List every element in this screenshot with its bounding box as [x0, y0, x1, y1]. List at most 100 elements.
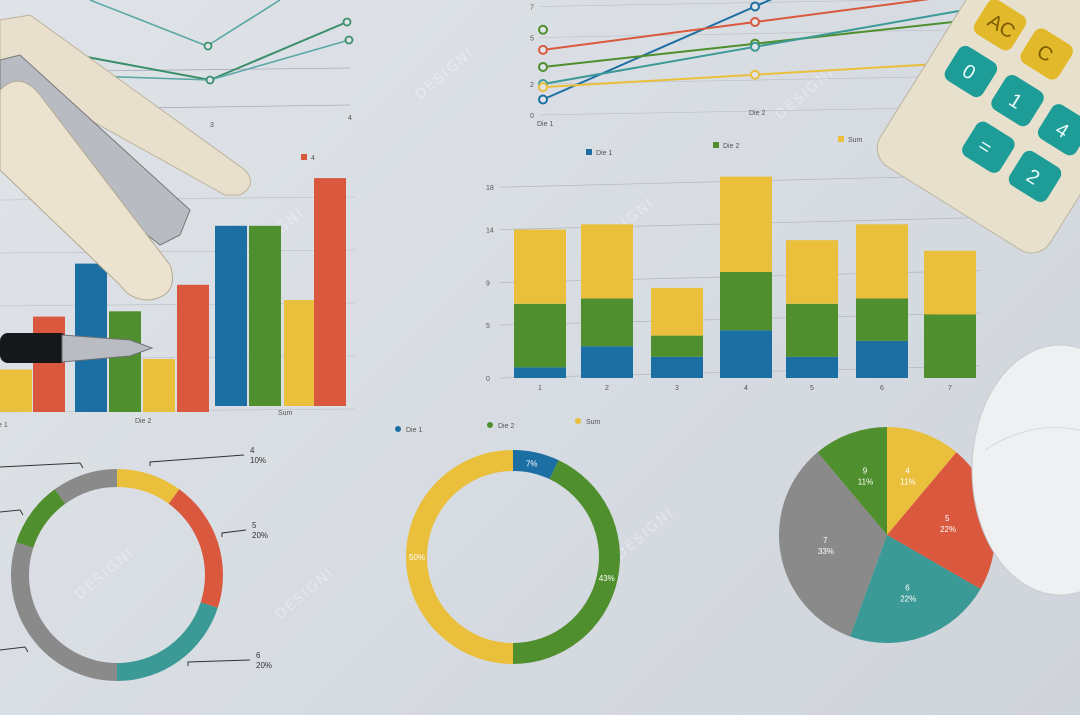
line-point: [750, 69, 760, 80]
x-tick-label: 3: [675, 385, 679, 392]
y-tick-label: 5: [486, 323, 490, 330]
calculator-key-4: [1037, 104, 1080, 156]
slice-label: 4: [250, 446, 255, 455]
leader-line: [0, 462, 84, 469]
slice-label: 4: [905, 467, 910, 476]
line-point: [750, 41, 760, 52]
stacked-bar-segment: [924, 314, 976, 378]
calculator-key-0: [944, 45, 998, 98]
slice-pct: 11%: [858, 478, 873, 487]
line-point: [344, 35, 354, 45]
x-tick-label: 6: [880, 385, 884, 392]
bar: [314, 178, 346, 406]
line-point: [750, 1, 760, 12]
legend-swatch: [586, 149, 592, 155]
line-point: [203, 41, 213, 51]
stacked-bar-segment: [514, 367, 566, 378]
slice-pct: 10%: [250, 456, 266, 465]
slice-label: 50%: [409, 553, 425, 562]
legend-label: Sum: [586, 419, 601, 426]
pie-slice: [887, 452, 996, 589]
slice-label: 7%: [526, 459, 538, 468]
stacked-bar-segment: [720, 330, 772, 378]
bar: [249, 225, 281, 406]
slice-pct: 22%: [900, 594, 916, 603]
stacked-bar-segment: [651, 287, 703, 336]
x-tick-label: Die 2: [749, 110, 765, 117]
x-tick-label: Die 2: [135, 418, 151, 425]
slice-pct: 22%: [940, 525, 956, 534]
stacked-bar-segment: [924, 250, 976, 315]
pie-slice: [850, 535, 981, 643]
x-tick-label: e 1: [0, 422, 8, 429]
line-point: [538, 61, 548, 72]
bar: [177, 284, 209, 412]
legend-label: Die 1: [406, 427, 422, 434]
slice-pct: 33%: [818, 547, 834, 556]
x-tick-label: 5: [810, 385, 814, 392]
stacked-bar-segment: [786, 240, 838, 304]
y-tick-label: 0: [486, 376, 490, 383]
legend-swatch: [838, 136, 844, 142]
x-tick-label: Die 1: [537, 121, 553, 128]
legend-label: Die 1: [596, 150, 612, 157]
bar: [284, 300, 316, 406]
legend-swatch: [301, 154, 307, 160]
stacked-bar-segment: [856, 340, 908, 378]
slice-label: 43%: [599, 574, 615, 583]
pie-slice: [16, 489, 66, 548]
y-tick-label: 7: [530, 5, 534, 12]
leader-line: [221, 529, 247, 537]
bar: [0, 369, 32, 412]
y-tick-label: 5: [530, 36, 534, 43]
slice-label: 9: [863, 467, 868, 476]
x-tick-label: 4: [348, 115, 352, 122]
slice-pct: 20%: [252, 531, 268, 540]
slice-pct: 20%: [256, 661, 272, 670]
bar: [143, 359, 175, 412]
pie-slice: [168, 489, 224, 608]
line-point: [342, 17, 352, 27]
pie-slice: [513, 450, 559, 480]
x-tick-label: Sum: [278, 410, 293, 417]
pie-slice: [779, 452, 887, 637]
calculator-key-ac: [973, 0, 1027, 51]
x-tick-label: 1: [538, 385, 542, 392]
bar: [215, 225, 247, 406]
pie-slice: [817, 427, 887, 535]
y-tick-label: 14: [486, 228, 494, 235]
pie-slice: [10, 542, 117, 681]
line-point: [538, 94, 548, 105]
slice-label: 6: [905, 583, 910, 592]
calculator-key-c: [1020, 28, 1073, 80]
calculator: AC C 0 1 4 = 2: [876, 0, 1080, 254]
leader-line: [0, 646, 29, 653]
stacked-bar-segment: [856, 298, 908, 341]
y-tick-label: 18: [486, 185, 494, 192]
legend-dot: [575, 418, 581, 424]
gridline: [539, 29, 976, 38]
legend-label: Die 2: [498, 423, 514, 430]
line-point: [538, 24, 548, 35]
stacked-bar-segment: [581, 346, 633, 378]
slice-label: 5: [252, 521, 257, 530]
stacked-bar-segment: [786, 303, 838, 357]
pie-slice: [117, 469, 180, 504]
leader-line: [0, 509, 24, 516]
legend-swatch: [713, 142, 719, 148]
stacked-bar-segment: [651, 356, 703, 378]
bar: [33, 316, 65, 412]
pen: [0, 333, 154, 363]
line-point: [205, 75, 215, 85]
slice-label: 6: [256, 651, 261, 660]
stacked-bar-segment: [856, 224, 908, 299]
pie-slice: [513, 460, 620, 664]
legend-label: Sum: [848, 137, 863, 144]
leader-line: [187, 659, 251, 666]
x-tick-label: 3: [210, 122, 214, 129]
stacked-bar-segment: [720, 272, 772, 331]
x-tick-label: 2: [605, 385, 609, 392]
